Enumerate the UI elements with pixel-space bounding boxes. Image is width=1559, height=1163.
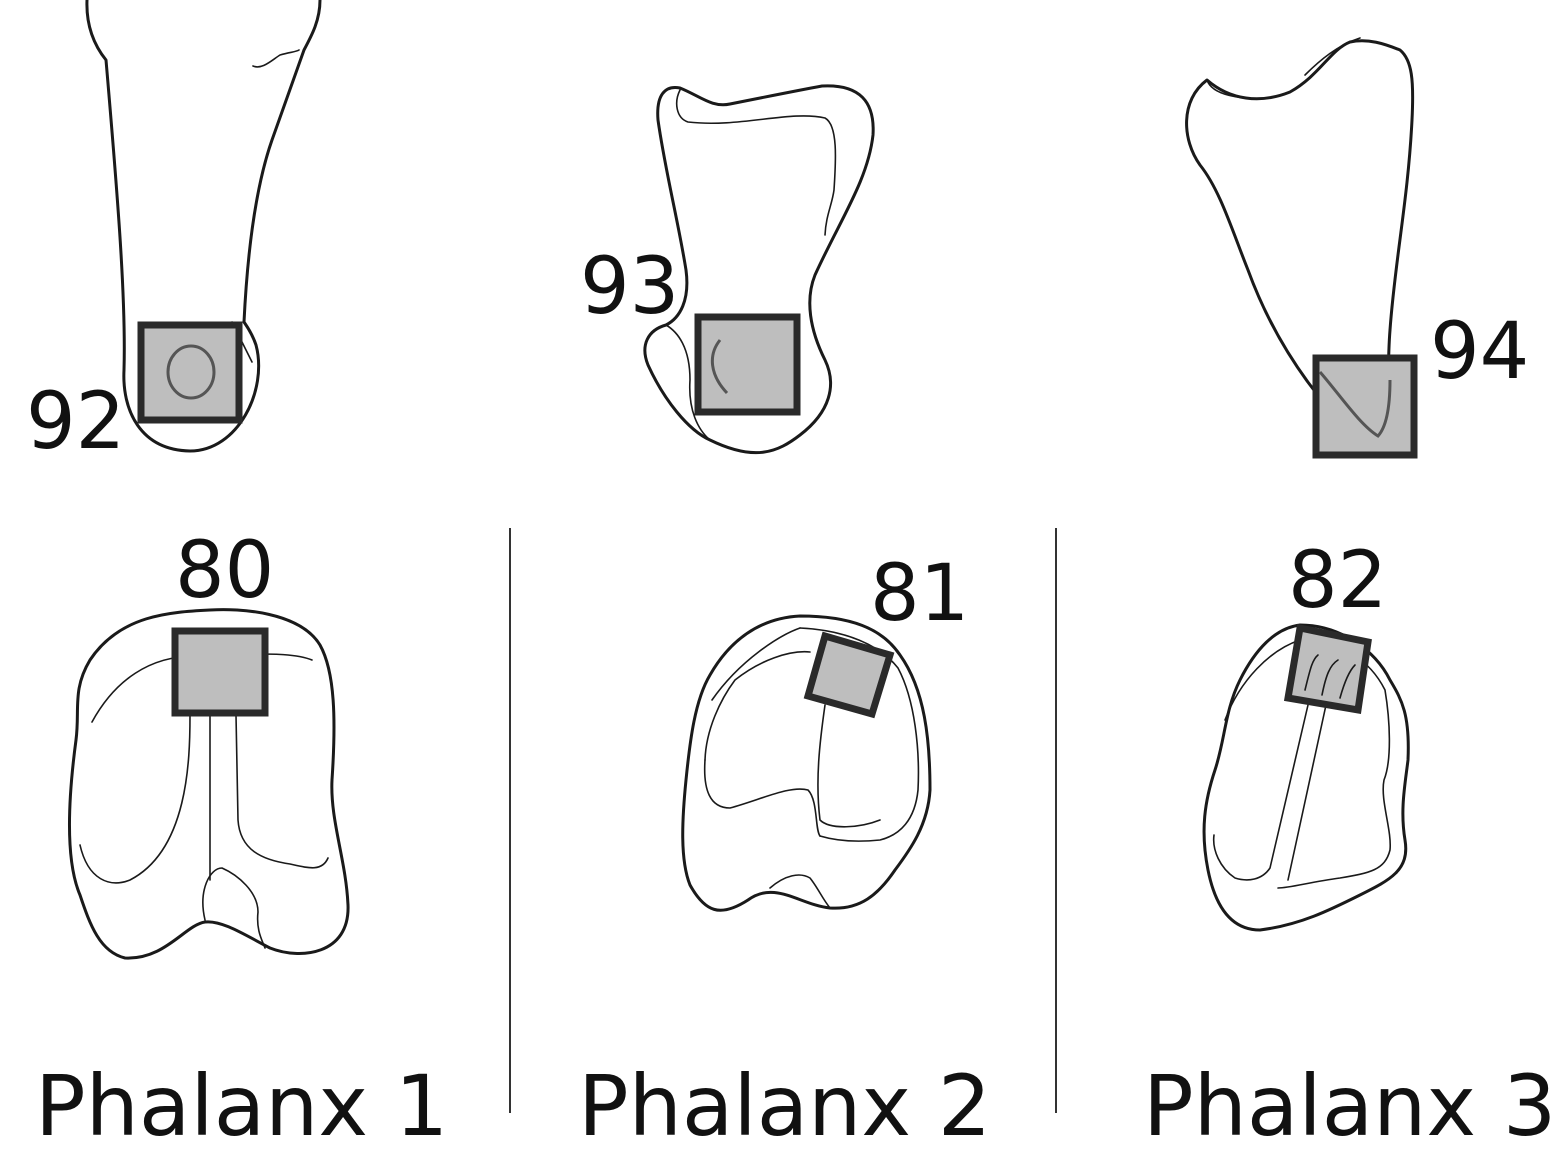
phalanx-1-lateral-view: 92 <box>26 0 322 467</box>
site-label-81: 81 <box>870 549 969 639</box>
phalanx-2-articular-view: 81 <box>681 549 969 912</box>
phalanx-1-articular-view: 80 <box>67 526 350 960</box>
phalanx-1-label: Phalanx 1 <box>35 1057 448 1155</box>
phalanx-3-lateral-view: 94 <box>1185 37 1529 459</box>
phalanx-2-label: Phalanx 2 <box>578 1057 991 1155</box>
site-label-93: 93 <box>580 242 679 332</box>
sample-box-80 <box>171 627 269 717</box>
sample-box-92 <box>137 321 243 424</box>
phalanx-3-articular-view: 82 <box>1202 536 1410 932</box>
sample-box-93 <box>694 313 801 416</box>
phalanx-2-lateral-view: 93 <box>580 84 875 455</box>
sample-box-82 <box>1283 623 1372 715</box>
sample-mark-93 <box>710 339 729 395</box>
sample-box-94 <box>1312 354 1418 459</box>
site-label-92: 92 <box>26 377 125 467</box>
sample-mark-92 <box>166 344 216 400</box>
sample-mark-82 <box>1304 654 1356 699</box>
site-label-80: 80 <box>175 526 274 616</box>
sample-mark-94 <box>1318 371 1392 438</box>
site-label-82: 82 <box>1288 536 1387 626</box>
site-label-94: 94 <box>1430 307 1529 397</box>
phalanx-3-label: Phalanx 3 <box>1143 1057 1556 1155</box>
sample-box-81 <box>803 631 895 719</box>
